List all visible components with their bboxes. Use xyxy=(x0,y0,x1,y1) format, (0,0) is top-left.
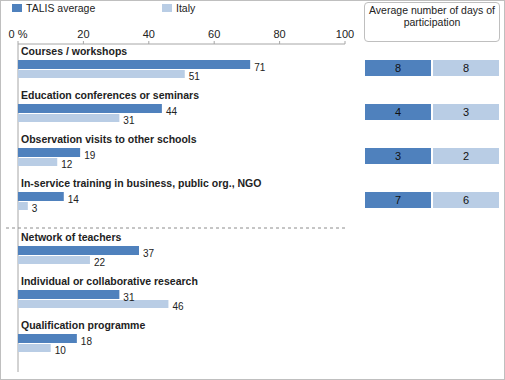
chart-svg: TALIS average Italy 0 % 20 40 60 80 100 Courses … xyxy=(0,0,505,380)
days-box xyxy=(365,148,431,164)
data-label: 10 xyxy=(55,345,67,356)
days-panel: 8 8 4 3 3 2 7 6 xyxy=(365,60,499,208)
tick-label: 80 xyxy=(273,28,285,40)
tick-label: 100 xyxy=(336,28,354,40)
data-label: 19 xyxy=(84,150,96,161)
bar xyxy=(18,114,119,122)
bar xyxy=(18,334,77,343)
legend-label: TALIS average xyxy=(26,2,95,14)
bar xyxy=(18,246,139,255)
bar xyxy=(18,300,168,308)
data-label: 44 xyxy=(166,106,178,117)
days-label: 2 xyxy=(463,150,469,162)
days-label: 7 xyxy=(395,194,401,206)
data-label: 18 xyxy=(81,336,93,347)
data-label: 22 xyxy=(94,257,106,268)
days-box xyxy=(433,148,499,164)
tick-mark xyxy=(18,41,19,44)
days-label: 3 xyxy=(463,106,469,118)
bar xyxy=(18,104,162,113)
bar xyxy=(18,256,90,264)
days-box xyxy=(433,192,499,208)
bars xyxy=(18,60,250,352)
category-label: Network of teachers xyxy=(21,231,122,243)
days-label: 6 xyxy=(463,194,469,206)
category-label: Courses / workshops xyxy=(21,45,127,57)
legend: TALIS average Italy xyxy=(12,2,196,14)
data-label: 51 xyxy=(189,71,201,82)
data-label: 14 xyxy=(68,194,80,205)
data-label: 3 xyxy=(32,203,38,214)
days-label: 8 xyxy=(395,62,401,74)
days-box xyxy=(433,104,499,120)
bar xyxy=(18,148,80,157)
bar xyxy=(18,158,57,166)
days-label: 4 xyxy=(395,106,401,118)
data-label: 31 xyxy=(123,292,135,303)
bar xyxy=(18,290,119,299)
data-label: 46 xyxy=(172,301,184,312)
data-label: 71 xyxy=(254,62,266,73)
bar xyxy=(18,60,250,69)
data-label: 31 xyxy=(123,115,135,126)
category-label: Qualification programme xyxy=(21,319,145,331)
days-box xyxy=(365,60,431,76)
bar xyxy=(18,192,64,201)
data-label: 37 xyxy=(143,248,155,259)
category-label: In-service training in business, public … xyxy=(21,177,261,189)
bar xyxy=(18,202,28,210)
tick-label: 20 xyxy=(77,28,89,40)
bar xyxy=(18,70,185,78)
x-axis: 0 % 20 40 60 80 100 xyxy=(9,28,355,44)
tick-label: 60 xyxy=(208,28,220,40)
panel-title: Average number of days of participation xyxy=(364,2,500,42)
tick-mark xyxy=(279,41,280,44)
category-label: Observation visits to other schools xyxy=(21,133,197,145)
chart-root: TALIS average Italy 0 % 20 40 60 80 100 Courses … xyxy=(0,0,505,380)
tick-label: 40 xyxy=(143,28,155,40)
category-label: Education conferences or seminars xyxy=(21,89,199,101)
tick-label: 0 % xyxy=(9,28,28,40)
bar xyxy=(18,344,51,352)
days-label: 3 xyxy=(395,150,401,162)
category-label: Individual or collaborative research xyxy=(21,275,198,287)
tick-mark xyxy=(83,41,84,44)
days-box xyxy=(365,104,431,120)
legend-label: Italy xyxy=(176,2,196,14)
days-box xyxy=(433,60,499,76)
days-box xyxy=(365,192,431,208)
tick-mark xyxy=(148,41,149,44)
legend-swatch xyxy=(12,4,22,12)
separator xyxy=(6,228,345,229)
labels: Courses / workshops 71 51 Education confere… xyxy=(21,45,266,356)
legend-swatch xyxy=(162,4,172,12)
data-label: 12 xyxy=(61,159,73,170)
days-label: 8 xyxy=(463,62,469,74)
frame xyxy=(1,1,505,380)
tick-mark xyxy=(345,41,346,44)
tick-mark xyxy=(214,41,215,44)
